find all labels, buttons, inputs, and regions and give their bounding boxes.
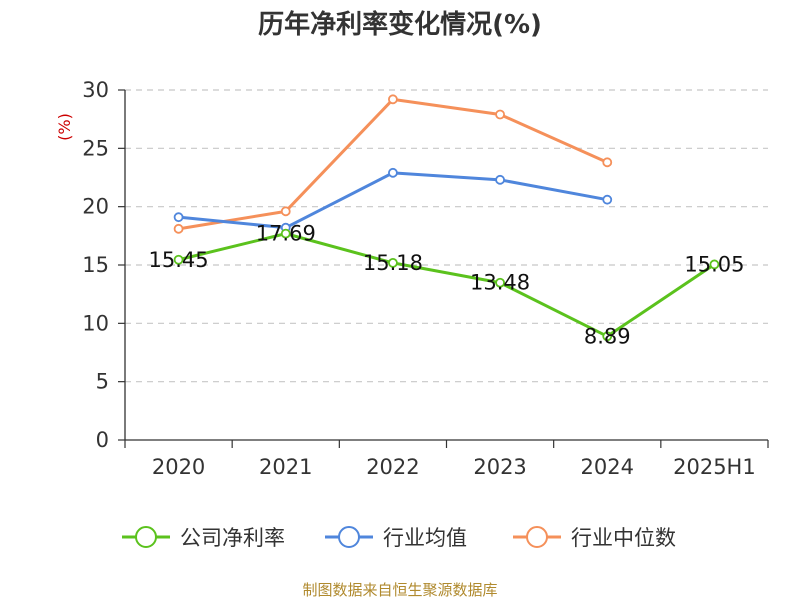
- series-line-2: [178, 97, 608, 231]
- data-labels: 15.45 17.69 15.18 13.48 8.89 15.05: [149, 222, 745, 349]
- data-label-2024: 8.89: [584, 324, 631, 348]
- y-tick-label-15: 15: [82, 253, 109, 277]
- series-0-point-2021: [280, 228, 291, 239]
- series-0-point-2020: [173, 254, 184, 265]
- y-tick-label-0: 0: [96, 428, 109, 452]
- legend: 公司净利率 行业均值 行业中位数: [122, 526, 676, 550]
- y-tick-label-25: 25: [82, 136, 109, 160]
- series-line-0: [178, 232, 716, 338]
- series-0-point-2023: [495, 277, 505, 288]
- legend-label-1: 行业均值: [383, 526, 467, 550]
- x-tick-label-2020: 2020: [152, 455, 205, 479]
- legend-item-2[interactable]: 行业中位数: [513, 526, 676, 550]
- x-tick-label-2024: 2024: [581, 455, 634, 479]
- series-0-point-2025H1: [709, 259, 720, 270]
- series-2-point-2021: [280, 206, 291, 217]
- x-tick-label-2021: 2021: [259, 455, 312, 479]
- axes: 0 5 10 15 20 25 30 2020 2021 2022 2023 2024 2025H1: [82, 78, 769, 479]
- y-tick-label-10: 10: [82, 311, 109, 335]
- series-2-point-2023: [495, 109, 505, 120]
- y-tick-label-20: 20: [82, 195, 109, 219]
- series-lines: [173, 94, 720, 342]
- data-label-2023: 13.48: [470, 271, 530, 295]
- y-tick-label-30: 30: [82, 78, 109, 102]
- x-tick-label-2023: 2023: [473, 455, 526, 479]
- grid-lines: [125, 89, 768, 383]
- y-tick-label-5: 5: [96, 370, 109, 394]
- series-0-point-2024: [602, 331, 613, 342]
- series-2-point-2022: [388, 94, 398, 105]
- series-2-point-2020: [173, 223, 184, 234]
- legend-item-0[interactable]: 公司净利率: [122, 526, 285, 550]
- data-label-2021: 17.69: [256, 222, 316, 246]
- legend-item-1[interactable]: 行业均值: [325, 526, 467, 550]
- series-0-point-2022: [388, 257, 398, 268]
- y-axis-unit-label: (%): [55, 113, 74, 141]
- series-1-point-2023: [495, 174, 505, 185]
- data-label-2022: 15.18: [363, 251, 423, 275]
- x-tick-label-2025H1: 2025H1: [673, 455, 756, 479]
- legend-marker-2: [526, 526, 548, 548]
- legend-label-2: 行业中位数: [571, 526, 676, 550]
- legend-label-0: 公司净利率: [180, 526, 285, 550]
- legend-marker-1: [338, 526, 360, 548]
- series-1-point-2024: [602, 194, 613, 205]
- chart-title: 历年净利率变化情况(%): [258, 9, 542, 40]
- data-source-note: 制图数据来自恒生聚源数据库: [302, 581, 497, 599]
- series-2-point-2024: [602, 157, 613, 168]
- series-1-point-2020: [173, 212, 184, 223]
- x-tick-label-2022: 2022: [366, 455, 419, 479]
- data-label-2020: 15.45: [149, 248, 209, 272]
- data-label-2025H1: 15.05: [684, 252, 744, 276]
- series-1-point-2022: [388, 167, 398, 178]
- legend-marker-0: [135, 526, 157, 548]
